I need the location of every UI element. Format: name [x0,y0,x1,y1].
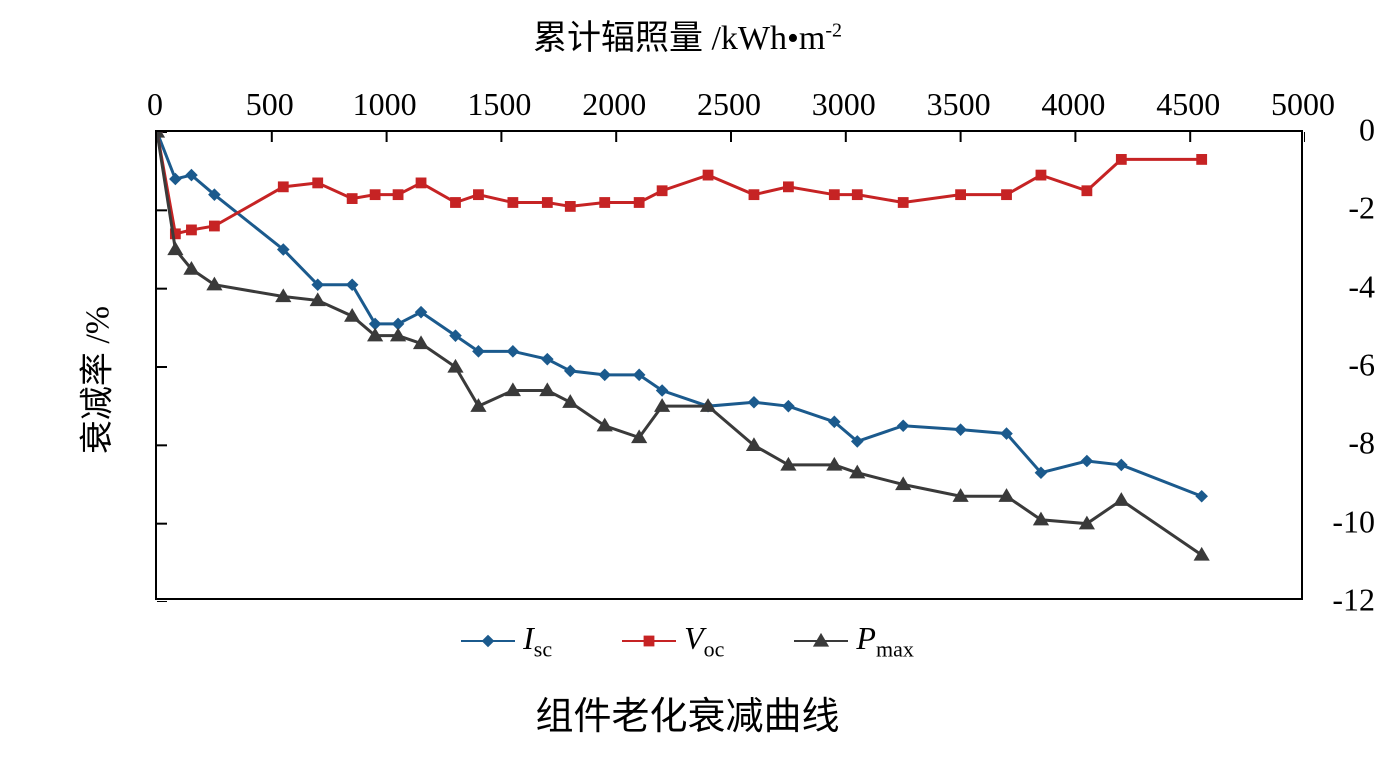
series-marker-Voc [1081,185,1092,196]
series-marker-Voc [393,189,404,200]
series-marker-Isc [782,400,795,413]
series-marker-Isc [507,345,520,358]
x-axis-title-text: 累计辐照量 /kWh•m [533,20,825,57]
plot-svg [157,132,1305,602]
series-marker-Voc [634,197,645,208]
legend-label: Pmax [856,620,913,662]
legend-item-Voc: Voc [622,620,724,662]
series-marker-Voc [599,197,610,208]
series-marker-Isc [564,365,577,378]
series-marker-Voc [852,189,863,200]
series-marker-Voc [542,197,553,208]
series-marker-Isc [748,396,761,409]
series-marker-Isc [169,173,182,186]
series-marker-Isc [1195,490,1208,503]
chart-title: 组件老化衰减曲线 [0,685,1375,740]
series-marker-Pmax [1194,547,1210,561]
series-marker-Voc [312,178,323,189]
y-axis-title: 衰减率 /% [70,305,119,453]
legend-item-Isc: Isc [461,620,552,662]
x-axis-title: 累计辐照量 /kWh•m-2 [0,10,1375,59]
series-marker-Voc [703,170,714,181]
legend-line [794,640,848,642]
series-marker-Voc [657,185,668,196]
series-marker-Voc [370,189,381,200]
legend-line [461,640,515,642]
series-marker-Voc [1036,170,1047,181]
series-marker-Pmax [447,359,463,373]
series-line-Pmax [157,132,1202,555]
series-marker-Voc [186,225,197,236]
x-tick-label: 4000 [1041,86,1105,123]
series-marker-Voc [450,197,461,208]
legend-item-Pmax: Pmax [794,620,913,662]
series-marker-Voc [473,189,484,200]
series-marker-Pmax [1033,512,1049,526]
series-marker-Voc [783,181,794,192]
chart-container: 累计辐照量 /kWh•m-2 衰减率 /% 0-2-4-6-8-10-12 05… [0,0,1375,759]
x-tick-label: 500 [246,86,294,123]
series-marker-Isc [897,419,910,432]
plot-area [155,130,1303,600]
series-marker-Voc [749,189,760,200]
series-marker-Voc [347,193,358,204]
legend-line [622,640,676,642]
x-tick-label: 2000 [582,86,646,123]
series-marker-Voc [209,221,220,232]
x-tick-label: 0 [147,86,163,123]
series-marker-Voc [1116,154,1127,165]
x-tick-label: 1000 [353,86,417,123]
legend-label: Voc [684,620,724,662]
legend: Isc Voc Pmax [0,620,1375,662]
x-tick-label: 4500 [1156,86,1220,123]
series-marker-Voc [1196,154,1207,165]
series-marker-Pmax [597,418,613,432]
series-marker-Pmax [562,394,578,408]
series-marker-Isc [346,278,359,291]
series-marker-Voc [507,197,518,208]
series-marker-Pmax [206,277,222,291]
series-marker-Isc [1115,459,1128,472]
series-marker-Voc [278,181,289,192]
legend-label: Isc [523,620,552,662]
x-tick-label: 3500 [927,86,991,123]
x-axis-title-sup: -2 [825,20,842,42]
series-marker-Isc [541,353,554,366]
x-tick-label: 5000 [1271,86,1335,123]
x-tick-label: 1500 [467,86,531,123]
series-marker-Pmax [1113,492,1129,506]
series-marker-Voc [955,189,966,200]
series-marker-Voc [829,189,840,200]
series-marker-Isc [598,369,611,382]
x-tick-label: 3000 [812,86,876,123]
series-marker-Isc [954,423,967,436]
series-marker-Voc [416,178,427,189]
series-marker-Voc [565,201,576,212]
series-marker-Voc [1001,189,1012,200]
series-marker-Pmax [167,241,183,255]
series-marker-Voc [898,197,909,208]
x-tick-label: 2500 [697,86,761,123]
series-marker-Isc [1081,455,1094,468]
